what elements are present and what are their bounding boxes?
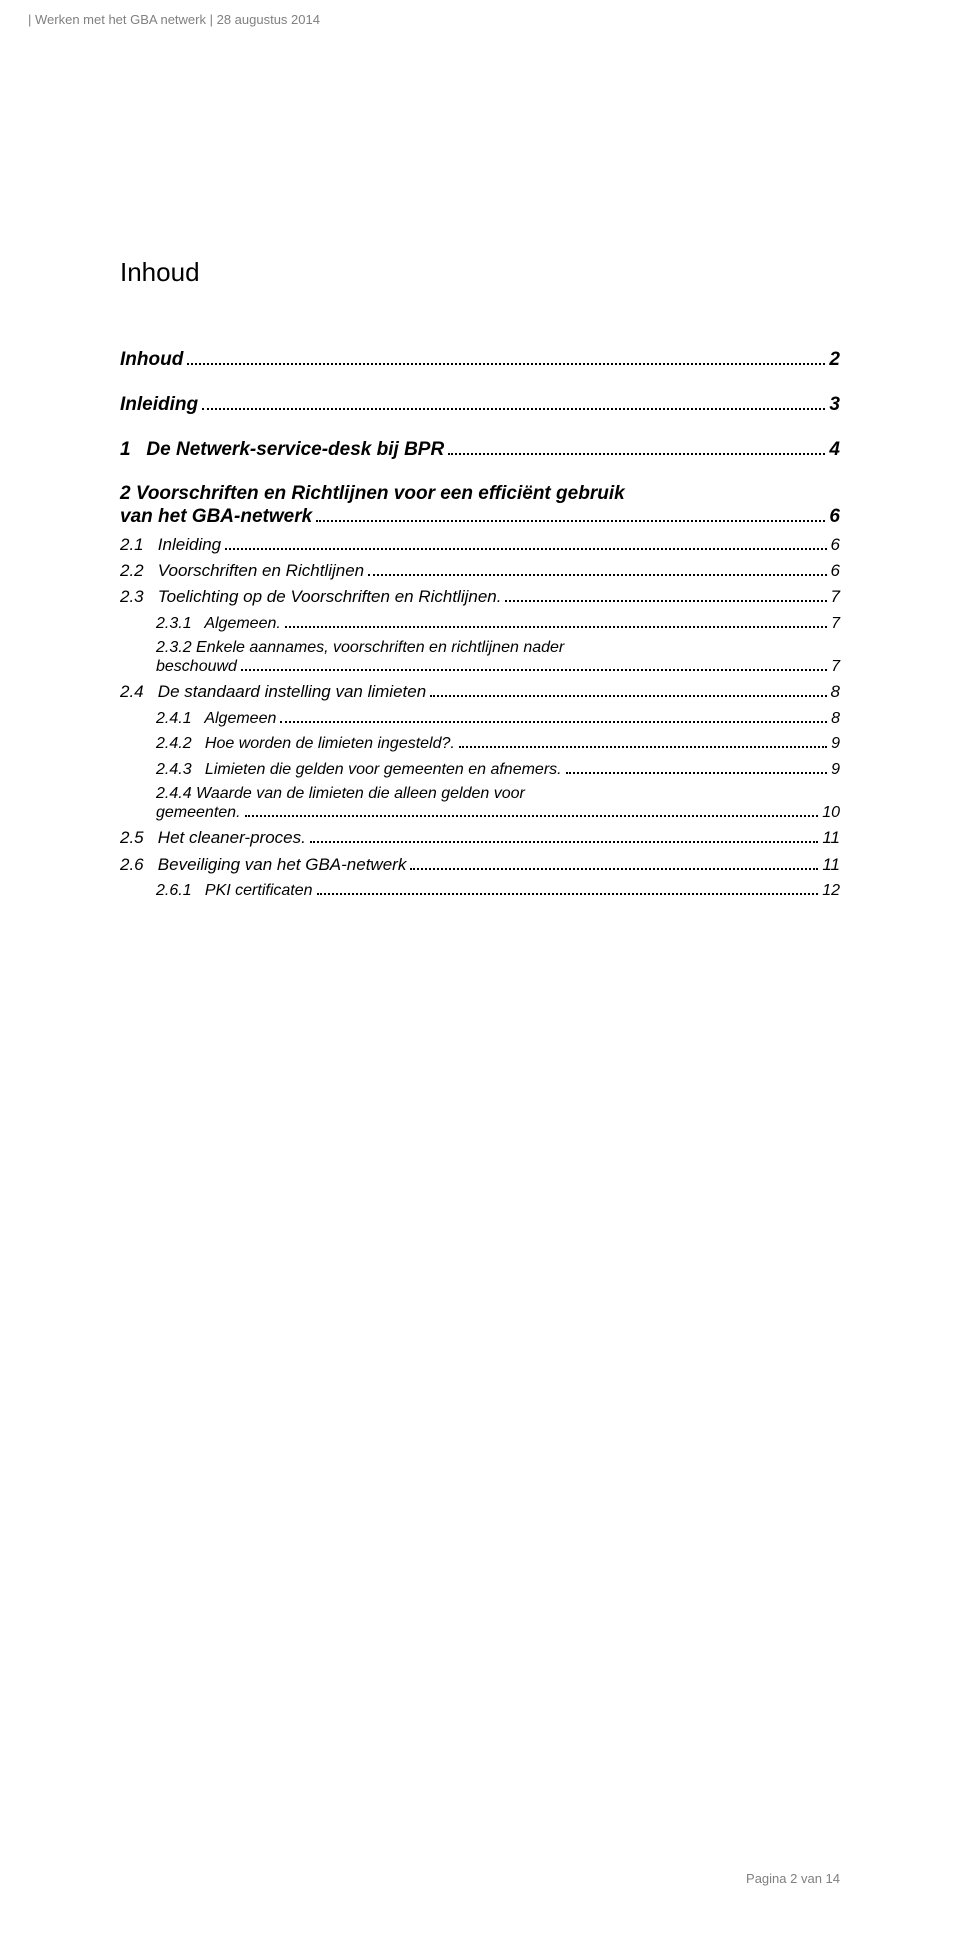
- toc-entry: 2.4.1 Algemeen 8: [120, 708, 840, 727]
- toc-label: 2.1 Inleiding: [120, 535, 221, 555]
- toc-page-number: 7: [831, 587, 840, 607]
- toc-page-number: 6: [829, 506, 840, 528]
- toc-entry: 2.4.2 Hoe worden de limieten ingesteld?.…: [120, 734, 840, 753]
- toc-label: Inhoud: [120, 349, 183, 371]
- toc-leader: [448, 438, 825, 455]
- toc-label: 2.4.1 Algemeen: [120, 710, 276, 728]
- toc-entry: 2 Voorschriften en Richtlijnen voor een …: [120, 483, 840, 528]
- toc-entry: 2.6 Beveiliging van het GBA-netwerk 11: [120, 854, 840, 874]
- toc-label: 2.4.3 Limieten die gelden voor gemeenten…: [120, 761, 562, 779]
- page-footer: Pagina 2 van 14: [746, 1871, 840, 1886]
- toc-row: beschouwd 7: [120, 657, 840, 676]
- toc-label: 2.4.2 Hoe worden de limieten ingesteld?.: [120, 735, 455, 753]
- toc-page-number: 9: [831, 735, 840, 753]
- toc-leader: [285, 613, 827, 627]
- toc-leader: [459, 734, 827, 748]
- toc-entry: 2.2 Voorschriften en Richtlijnen 6: [120, 561, 840, 581]
- toc-page-number: 7: [831, 658, 840, 676]
- toc-leader: [187, 348, 825, 365]
- toc-entry: Inleiding 3: [120, 393, 840, 416]
- toc-label: 2.4 De standaard instelling van limieten: [120, 682, 426, 702]
- toc-label: Inleiding: [120, 394, 198, 416]
- toc-label-line2: beschouwd: [120, 658, 237, 676]
- toc-leader: [241, 657, 827, 671]
- toc-page-number: 8: [831, 710, 840, 728]
- toc-entry: 2.4 De standaard instelling van limieten…: [120, 682, 840, 702]
- toc-entry: 2.3.2 Enkele aannames, voorschriften en …: [120, 639, 840, 676]
- toc-leader: [566, 759, 828, 773]
- toc-page-number: 8: [831, 682, 840, 702]
- toc-label-line1: 2.4.4 Waarde van de limieten die alleen …: [120, 785, 840, 803]
- toc-leader: [368, 561, 826, 576]
- toc-leader: [245, 803, 819, 817]
- toc-leader: [280, 708, 827, 722]
- toc-leader: [202, 393, 825, 410]
- toc-leader: [225, 534, 826, 549]
- page-header: | Werken met het GBA netwerk | 28 august…: [0, 0, 960, 27]
- toc-label: 2.3 Toelichting op de Voorschriften en R…: [120, 587, 501, 607]
- page-title: Inhoud: [120, 257, 840, 288]
- toc-page-number: 4: [829, 439, 840, 461]
- toc-page-number: 2: [829, 349, 840, 371]
- toc-page-number: 9: [831, 761, 840, 779]
- toc-label-line2: van het GBA-netwerk: [120, 506, 312, 528]
- toc-entry: 2.6.1 PKI certificaten 12: [120, 881, 840, 900]
- toc-entry: 2.4.4 Waarde van de limieten die alleen …: [120, 785, 840, 822]
- toc-row: gemeenten. 10: [120, 803, 840, 822]
- toc-label: 2.6.1 PKI certificaten: [120, 882, 313, 900]
- toc-page-number: 3: [829, 394, 840, 416]
- toc-label-line2: gemeenten.: [120, 804, 241, 822]
- toc-leader: [317, 881, 819, 895]
- content-area: Inhoud Inhoud 2 Inleiding 3 1 De Netwerk-ser…: [0, 27, 960, 900]
- toc-page-number: 11: [822, 828, 840, 848]
- toc-label-line1: 2 Voorschriften en Richtlijnen voor een …: [120, 483, 840, 505]
- toc-page-number: 6: [831, 535, 840, 555]
- toc-entry: 1 De Netwerk-service-desk bij BPR 4: [120, 438, 840, 461]
- toc-entry: 2.1 Inleiding 6: [120, 534, 840, 554]
- toc-entry: 2.5 Het cleaner-proces. 11: [120, 828, 840, 848]
- toc-label: 2.5 Het cleaner-proces.: [120, 828, 306, 848]
- toc-page-number: 10: [822, 804, 840, 822]
- toc-label-line1: 2.3.2 Enkele aannames, voorschriften en …: [120, 639, 840, 657]
- document-page: | Werken met het GBA netwerk | 28 august…: [0, 0, 960, 1934]
- toc-label: 2.6 Beveiliging van het GBA-netwerk: [120, 855, 406, 875]
- toc-entry: 2.3 Toelichting op de Voorschriften en R…: [120, 587, 840, 607]
- toc-page-number: 6: [831, 561, 840, 581]
- toc-entry: 2.4.3 Limieten die gelden voor gemeenten…: [120, 759, 840, 778]
- toc-row: van het GBA-netwerk 6: [120, 505, 840, 528]
- toc-page-number: 7: [831, 615, 840, 633]
- toc-label: 1 De Netwerk-service-desk bij BPR: [120, 439, 444, 461]
- toc-leader: [505, 587, 826, 602]
- table-of-contents: Inhoud 2 Inleiding 3 1 De Netwerk-service-de…: [120, 348, 840, 900]
- toc-label: 2.3.1 Algemeen.: [120, 615, 281, 633]
- toc-entry: 2.3.1 Algemeen. 7: [120, 613, 840, 632]
- toc-entry: Inhoud 2: [120, 348, 840, 371]
- toc-leader: [316, 505, 825, 522]
- toc-page-number: 12: [822, 882, 840, 900]
- toc-leader: [410, 854, 818, 869]
- toc-leader: [310, 828, 819, 843]
- toc-label: 2.2 Voorschriften en Richtlijnen: [120, 561, 364, 581]
- toc-page-number: 11: [822, 855, 840, 875]
- toc-leader: [430, 682, 826, 697]
